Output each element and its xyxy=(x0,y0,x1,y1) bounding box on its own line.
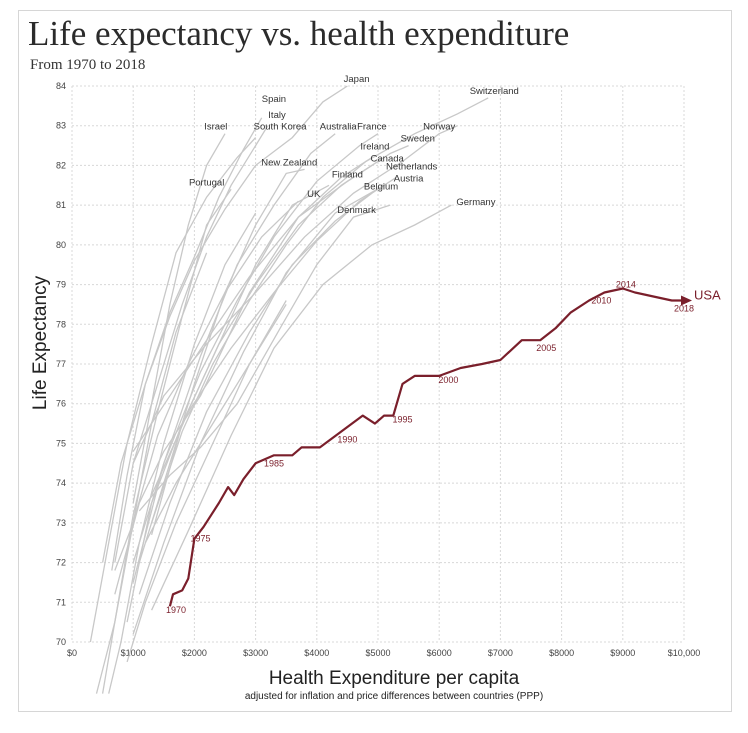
y-tick-label: 75 xyxy=(56,438,66,448)
usa-year-label: 2010 xyxy=(591,295,611,305)
country-line xyxy=(132,125,458,464)
x-tick-label: $10,000 xyxy=(668,648,701,658)
x-axis-note: adjusted for inflation and price differe… xyxy=(245,691,543,702)
axis-ticks: $0 $1000 $2000 $3000 $4000 $5000 $6000 $7000 $80… xyxy=(56,81,700,658)
country-line xyxy=(89,137,257,643)
country-label: France xyxy=(357,122,387,133)
grid-lines xyxy=(71,85,685,643)
y-tick-label: 79 xyxy=(56,280,66,290)
x-tick-label: $4000 xyxy=(304,648,329,658)
y-tick-label: 77 xyxy=(56,359,66,369)
x-tick-label: $8000 xyxy=(549,648,574,658)
country-label: Switzerland xyxy=(470,86,519,97)
country-line xyxy=(111,85,348,571)
y-tick-label: 73 xyxy=(56,518,66,528)
country-line xyxy=(138,204,391,512)
country-label: Spain xyxy=(262,94,286,105)
country-lines xyxy=(89,85,489,694)
country-line xyxy=(108,212,257,694)
country-line xyxy=(132,145,409,452)
y-tick-label: 78 xyxy=(56,319,66,329)
country-label: Ireland xyxy=(360,142,389,153)
country-label: Australia xyxy=(320,122,358,133)
y-tick-label: 74 xyxy=(56,478,66,488)
usa-line xyxy=(168,287,684,607)
y-tick-label: 80 xyxy=(56,240,66,250)
country-line xyxy=(132,184,385,635)
chart-frame xyxy=(18,10,732,712)
usa-year-label: 1970 xyxy=(166,605,186,615)
country-line xyxy=(132,133,336,583)
y-tick-label: 81 xyxy=(56,200,66,210)
y-axis-label: Life Expectancy xyxy=(30,275,51,410)
y-tick-label: 84 xyxy=(56,81,66,91)
chart-title: Life expectancy vs. health expenditure xyxy=(28,14,570,53)
country-label: Finland xyxy=(332,169,363,180)
usa-year-label: 1990 xyxy=(337,434,357,444)
country-line xyxy=(126,300,287,663)
country-label: South Korea xyxy=(254,122,308,133)
country-line xyxy=(126,184,330,623)
usa-year-label: 1995 xyxy=(392,415,412,425)
x-tick-label: $6000 xyxy=(427,648,452,658)
y-tick-label: 71 xyxy=(56,597,66,607)
country-line xyxy=(114,156,373,595)
x-tick-label: $7000 xyxy=(488,648,513,658)
x-tick-label: $9000 xyxy=(610,648,635,658)
country-label: Norway xyxy=(423,122,455,133)
country-line xyxy=(138,192,373,595)
x-axis-label: Health Expenditure per capita xyxy=(269,668,520,689)
y-tick-label: 72 xyxy=(56,558,66,568)
x-tick-label: $5000 xyxy=(365,648,390,658)
usa-year-label: 2018 xyxy=(674,303,694,313)
country-label: Sweden xyxy=(401,134,435,145)
usa-year-label: 2014 xyxy=(616,280,636,290)
country-label: Japan xyxy=(344,74,370,85)
y-tick-label: 83 xyxy=(56,121,66,131)
usa-year-label: 1975 xyxy=(191,534,211,544)
y-tick-label: 70 xyxy=(56,637,66,647)
country-label: Netherlands xyxy=(386,161,437,172)
country-line xyxy=(114,200,299,571)
chart-subtitle: From 1970 to 2018 xyxy=(30,57,146,73)
country-label: Italy xyxy=(268,110,286,121)
country-label: UK xyxy=(307,189,321,200)
country-line xyxy=(101,117,263,563)
x-tick-label: $0 xyxy=(67,648,77,658)
country-label: Israel xyxy=(204,122,227,133)
usa-year-label: 1985 xyxy=(264,458,284,468)
country-line xyxy=(101,252,208,694)
usa-year-label: 2005 xyxy=(536,343,556,353)
country-label: Portugal xyxy=(189,177,224,188)
y-tick-label: 76 xyxy=(56,399,66,409)
country-line xyxy=(132,133,226,504)
x-tick-label: $1000 xyxy=(121,648,146,658)
usa-series: USA 1970 1975 1985 1990 1995 2000 2005 2010 2014 2… xyxy=(166,280,721,616)
usa-arrowhead xyxy=(681,295,692,306)
y-tick-label: 82 xyxy=(56,160,66,170)
country-label: Canada xyxy=(371,153,405,164)
country-line xyxy=(150,97,489,524)
country-label: New Zealand xyxy=(261,157,317,168)
country-label: Austria xyxy=(394,173,424,184)
country-label: Denmark xyxy=(337,205,376,216)
country-line xyxy=(144,304,287,543)
country-labels: Japan Switzerland Spain Italy Israel South Ko… xyxy=(189,74,519,216)
country-label: Germany xyxy=(456,197,495,208)
country-label: Belgium xyxy=(364,181,398,192)
x-tick-label: $3000 xyxy=(243,648,268,658)
usa-label: USA xyxy=(694,287,721,302)
country-line xyxy=(151,204,452,611)
usa-year-label: 2000 xyxy=(438,375,458,385)
x-tick-label: $2000 xyxy=(182,648,207,658)
